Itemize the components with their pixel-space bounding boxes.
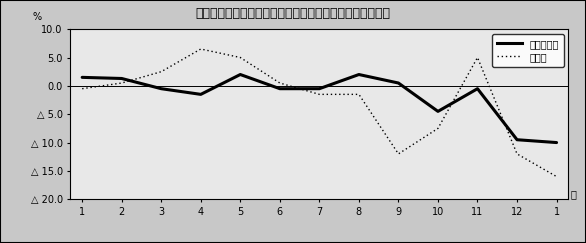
Text: 月: 月	[571, 189, 577, 199]
Legend: 調査産業計, 製造業: 調査産業計, 製造業	[492, 34, 564, 67]
Text: 第２図　所定外労働時間対前年比の推移（規模５人以上）: 第２図 所定外労働時間対前年比の推移（規模５人以上）	[196, 7, 390, 20]
Text: %: %	[33, 12, 42, 22]
